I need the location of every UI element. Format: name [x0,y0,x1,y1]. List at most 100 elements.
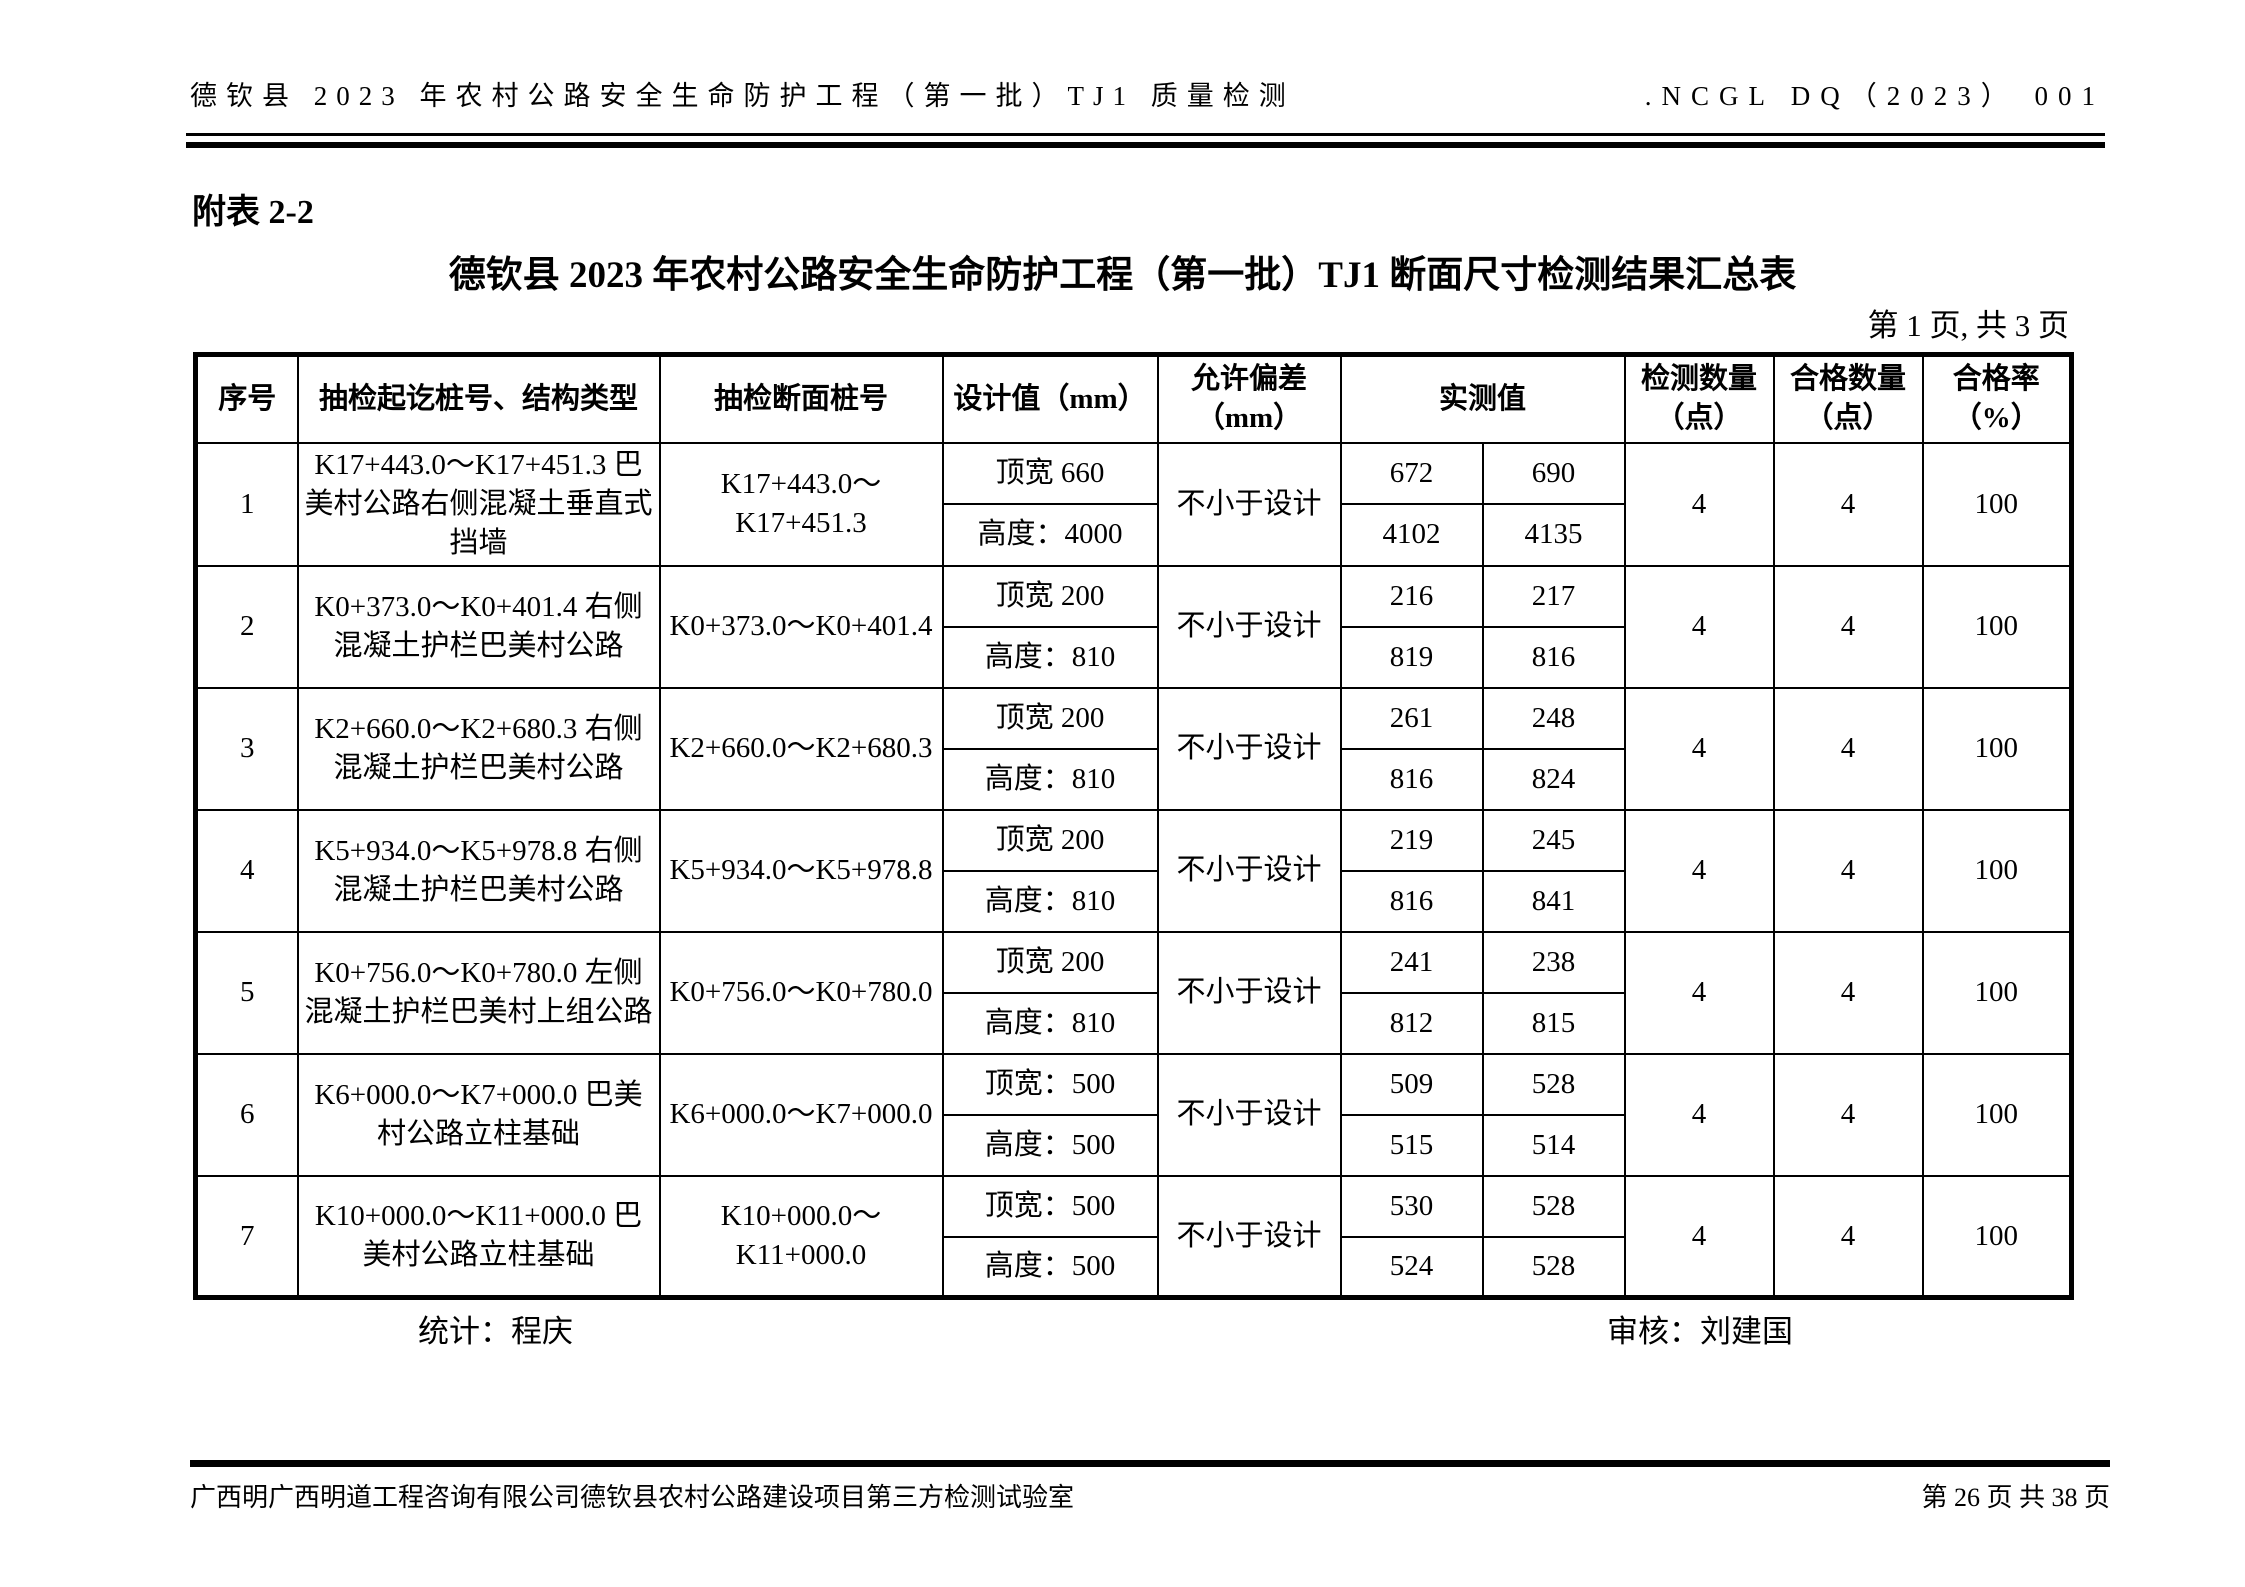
cell-pass: 4 [1772,1052,1924,1177]
header-project-text: 德钦县 2023 年农村公路安全生命防护工程（第一批）TJ1 质量检测 [190,81,1295,111]
cell-rate: 100 [1921,686,2073,811]
cell-tolerance: 不小于设计 [1156,808,1342,933]
cell-design-width: 顶宽：500 [941,1052,1159,1116]
cell-measured: 524 [1339,1235,1484,1299]
cell-measured: 528 [1481,1052,1626,1116]
cell-station: K17+443.0～ K17+451.3 [658,441,944,567]
cell-design-width: 顶宽 200 [941,808,1159,872]
cell-pass: 4 [1772,441,1924,567]
cell-design-height: 高度：4000 [941,503,1159,567]
cell-rate: 100 [1921,930,2073,1055]
cell-measured: 245 [1481,808,1626,872]
cell-seq: 6 [194,1052,299,1177]
cell-count: 4 [1623,686,1775,811]
cell-design-height: 高度：500 [941,1235,1159,1299]
cell-section: K17+443.0～K17+451.3 巴美村公路右侧混凝土垂直式挡墙 [296,441,661,567]
cell-measured: 528 [1481,1235,1626,1299]
header-rate: 合格率（%） [1921,353,2073,444]
cell-tolerance: 不小于设计 [1156,930,1342,1055]
cell-measured: 238 [1481,930,1626,994]
cell-measured: 241 [1339,930,1484,994]
header-section: 抽检起讫桩号、结构类型 [296,353,661,444]
header-design: 设计值（mm） [941,353,1159,444]
cell-measured: 248 [1481,686,1626,750]
page-indicator: 第 1 页, 共 3 页 [1867,308,2070,343]
footer-page-number: 第 26 页 共 38 页 [1921,1483,2110,1512]
cell-design-width: 顶宽 200 [941,564,1159,628]
cell-seq: 5 [194,930,299,1055]
cell-measured: 4135 [1481,503,1626,567]
cell-design-height: 高度：810 [941,869,1159,933]
cell-design-height: 高度：810 [941,991,1159,1055]
cell-measured: 261 [1339,686,1484,750]
cell-pass: 4 [1772,1174,1924,1299]
cell-station: K5+934.0～K5+978.8 [658,808,944,933]
cell-measured: 819 [1339,625,1484,689]
cell-count: 4 [1623,1052,1775,1177]
cell-station: K0+756.0～K0+780.0 [658,930,944,1055]
table-row: 2 K0+373.0～K0+401.4 右侧混凝土护栏巴美村公路 K0+373.… [194,564,2073,689]
cell-seq: 4 [194,808,299,933]
cell-count: 4 [1623,1174,1775,1299]
table-row: 4 K5+934.0～K5+978.8 右侧混凝土护栏巴美村公路 K5+934.… [194,808,2073,933]
cell-pass: 4 [1772,686,1924,811]
cell-measured: 816 [1339,869,1484,933]
cell-measured: 4102 [1339,503,1484,567]
cell-seq: 3 [194,686,299,811]
report-title: 德钦县 2023 年农村公路安全生命防护工程（第一批）TJ1 断面尺寸检测结果汇… [448,255,1797,296]
header-rule [186,133,2105,148]
results-table: 序号 抽检起讫桩号、结构类型 抽检断面桩号 设计值（mm） 允许偏差（mm） 实… [193,352,2075,1301]
cell-station: K0+373.0～K0+401.4 [658,564,944,689]
cell-measured: 515 [1339,1113,1484,1177]
cell-measured: 841 [1481,869,1626,933]
attachment-label: 附表 2-2 [192,194,314,231]
table-subrow: 高度：500 515 514 [196,1113,2072,1177]
cell-section: K2+660.0～K2+680.3 右侧混凝土护栏巴美村公路 [296,686,661,811]
cell-design-width: 顶宽 200 [941,686,1159,750]
cell-rate: 100 [1921,441,2073,567]
cell-pass: 4 [1772,930,1924,1055]
cell-station: K2+660.0～K2+680.3 [658,686,944,811]
cell-measured: 219 [1339,808,1484,872]
cell-measured: 530 [1339,1174,1484,1238]
cell-section: K0+756.0～K0+780.0 左侧混凝土护栏巴美村上组公路 [296,930,661,1055]
cell-design-height: 高度：810 [941,625,1159,689]
cell-measured: 812 [1339,991,1484,1055]
table-row: 5 K0+756.0～K0+780.0 左侧混凝土护栏巴美村上组公路 K0+75… [194,930,2073,1055]
table-subrow: 高度：4000 4102 4135 [196,503,2072,567]
cell-tolerance: 不小于设计 [1156,564,1342,689]
cell-pass: 4 [1772,808,1924,933]
cell-design-height: 高度：500 [941,1113,1159,1177]
cell-measured: 815 [1481,991,1626,1055]
cell-station: K10+000.0～ K11+000.0 [658,1174,944,1299]
cell-measured: 514 [1481,1113,1626,1177]
cell-measured: 816 [1339,747,1484,811]
header-station: 抽检断面桩号 [658,353,944,444]
cell-tolerance: 不小于设计 [1156,1174,1342,1299]
cell-seq: 2 [194,564,299,689]
cell-measured: 824 [1481,747,1626,811]
cell-measured: 217 [1481,564,1626,628]
header-measured: 实测值 [1339,353,1626,444]
signature-statistician: 统计：程庆 [418,1314,573,1349]
header-seq: 序号 [194,353,299,444]
footer-organization: 广西明广西明道工程咨询有限公司德钦县农村公路建设项目第三方检测试验室 [190,1483,1075,1512]
cell-tolerance: 不小于设计 [1156,441,1342,567]
table-row: 1 K17+443.0～K17+451.3 巴美村公路右侧混凝土垂直式挡墙 K1… [194,441,2073,567]
table-subrow: 高度：810 816 841 [196,869,2072,933]
table-subrow: 高度：500 524 528 [196,1235,2072,1299]
cell-station: K6+000.0～K7+000.0 [658,1052,944,1177]
cell-design-width: 顶宽 200 [941,930,1159,994]
cell-section: K0+373.0～K0+401.4 右侧混凝土护栏巴美村公路 [296,564,661,689]
cell-section: K6+000.0～K7+000.0 巴美村公路立柱基础 [296,1052,661,1177]
cell-count: 4 [1623,564,1775,689]
page-footer: 广西明广西明道工程咨询有限公司德钦县农村公路建设项目第三方检测试验室 第 26 … [190,1460,2110,1514]
table-header-row: 序号 抽检起讫桩号、结构类型 抽检断面桩号 设计值（mm） 允许偏差（mm） 实… [194,353,2073,444]
cell-measured: 690 [1481,441,1626,506]
table-subrow: 高度：810 819 816 [196,625,2072,689]
cell-measured: 816 [1481,625,1626,689]
cell-measured: 509 [1339,1052,1484,1116]
cell-count: 4 [1623,930,1775,1055]
header-count: 检测数量（点） [1623,353,1775,444]
